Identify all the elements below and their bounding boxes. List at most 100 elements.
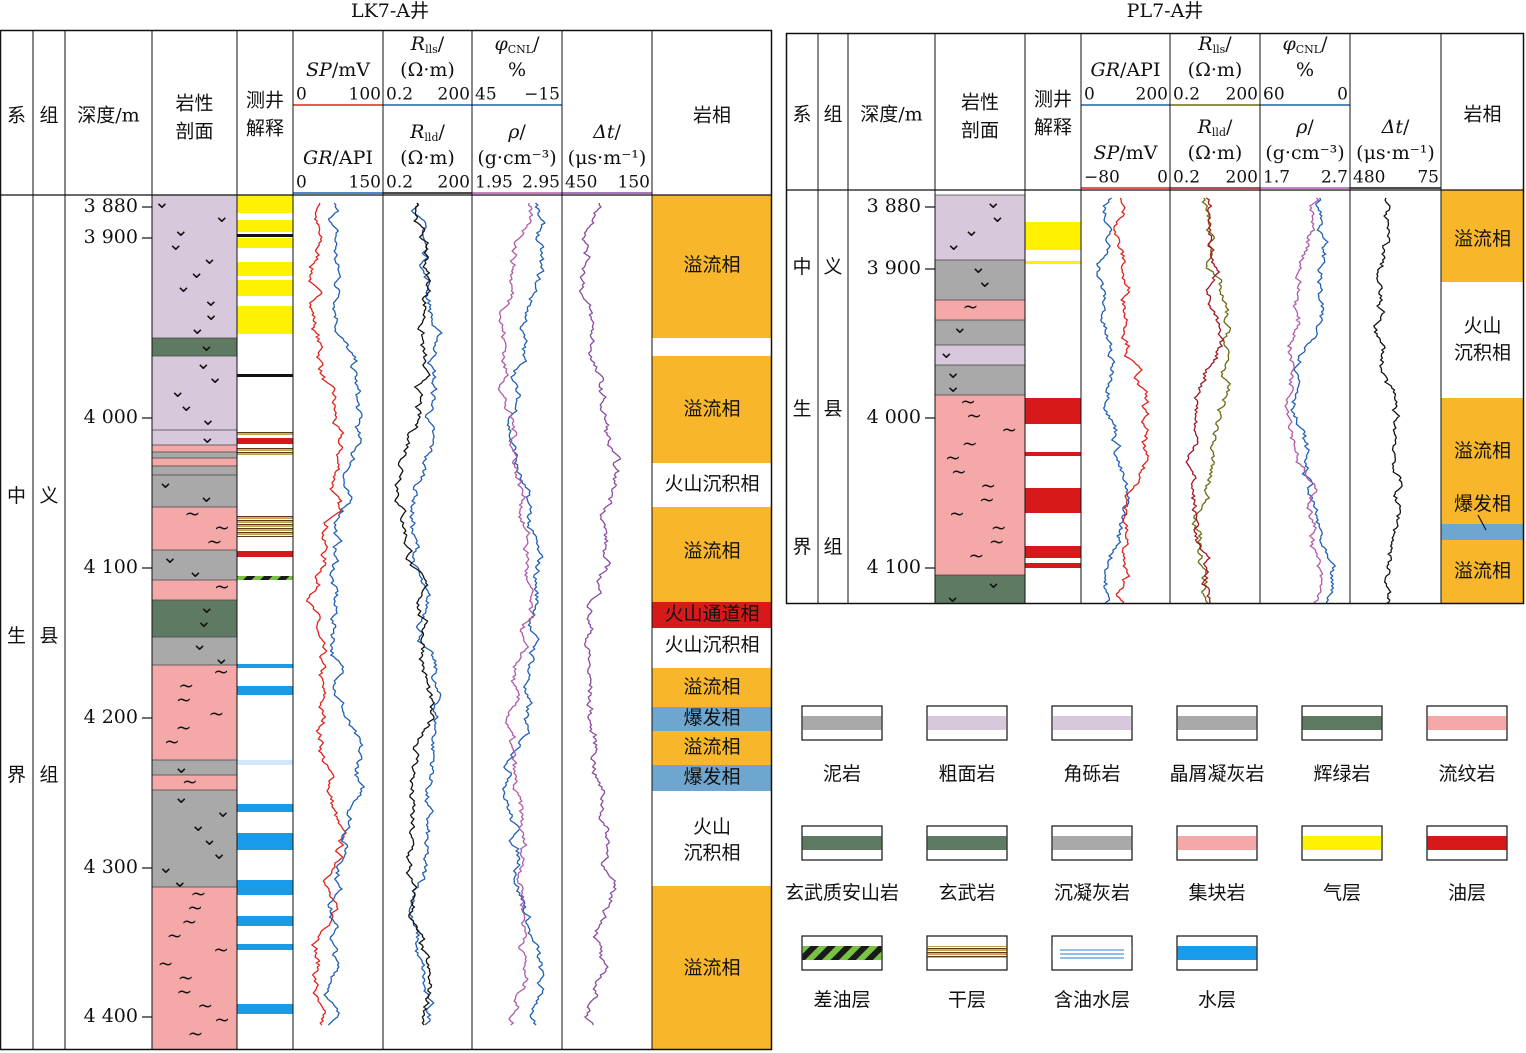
lithology-symbol: ~ <box>989 531 1005 553</box>
log-curve <box>1113 197 1150 605</box>
scale-min: 0 <box>1084 85 1095 105</box>
lithology-symbol: ~ <box>176 981 192 1003</box>
scale-min: 60 <box>1263 85 1285 105</box>
facies-band <box>652 628 772 660</box>
lithology-symbol: ~ <box>980 475 996 497</box>
facies-label: 溢流相 <box>683 254 740 276</box>
log-curve <box>1191 197 1232 605</box>
interpretation-band <box>237 238 293 248</box>
curve-unit: / <box>1307 116 1314 138</box>
lithology-symbol: ⌄ <box>178 394 194 416</box>
lithology-layer <box>935 345 1025 365</box>
lithology-symbol: ⌄ <box>158 471 174 493</box>
well-title: PL7-A井 <box>1127 0 1204 22</box>
scale-max: 75 <box>1417 168 1439 188</box>
scale-max: 200 <box>1136 85 1168 105</box>
legend-swatch <box>802 716 882 730</box>
lithology-symbol: ~ <box>213 661 229 683</box>
curve-name: φCNL/ <box>1282 33 1328 56</box>
scale-min: 450 <box>565 173 597 193</box>
legend-label: 粗面岩 <box>938 763 995 785</box>
lithology-symbol: ⌄ <box>970 256 986 278</box>
lithology-symbol: ⌄ <box>192 633 208 655</box>
lithology-symbol: ⌄ <box>977 270 993 292</box>
lithology-layer <box>152 887 237 1050</box>
log-curve <box>1096 197 1130 605</box>
curve-subscript: lls <box>425 43 438 56</box>
curve-unit: % <box>508 59 526 81</box>
curve-unit: / <box>1225 33 1232 55</box>
facies-label: 沉积相 <box>1454 342 1511 364</box>
lithology-layer <box>152 475 237 507</box>
lithology-symbol: ⌄ <box>938 341 954 363</box>
lithology-symbol: ~ <box>979 489 995 511</box>
lithology-symbol: ⌄ <box>158 856 174 878</box>
lithology-symbol: ⌄ <box>215 800 231 822</box>
facies-band <box>1441 540 1524 604</box>
scale-min: −80 <box>1084 168 1120 188</box>
group-label: 县 <box>823 398 842 420</box>
log-curve <box>1185 197 1225 605</box>
legend-swatch <box>1427 716 1507 730</box>
lithology-symbol: ⌄ <box>170 380 186 402</box>
lithology-layer <box>152 445 237 452</box>
lithology-symbol: ~ <box>945 447 961 469</box>
lithology-symbol: ~ <box>181 911 197 933</box>
lithology-symbol: ~ <box>176 689 192 711</box>
curve-unit: (g·cm⁻³) <box>1265 142 1344 164</box>
facies-band <box>652 602 772 628</box>
log-curve <box>323 202 366 1026</box>
lithology-symbol: ⌄ <box>196 610 212 632</box>
lithology-symbol: ~ <box>158 953 174 975</box>
lithology-symbol: ⌄ <box>945 361 961 383</box>
interpretation-band <box>1025 452 1081 456</box>
scale-min: 0.2 <box>1173 85 1200 105</box>
lithology-symbol: ⌄ <box>195 352 211 374</box>
lithology-symbol: ~ <box>214 576 230 598</box>
curve-symbol: GR <box>303 147 332 169</box>
log-curve <box>1372 197 1403 605</box>
lithology-symbol: ⌄ <box>214 205 230 227</box>
interpretation-band <box>237 1004 293 1014</box>
lithology-symbol: ⌄ <box>198 485 214 507</box>
curve-name: Rlls/ <box>410 33 445 56</box>
lithology-layer <box>152 458 237 466</box>
system-label: 中 <box>792 256 811 278</box>
facies-band <box>652 886 772 1050</box>
lithology-layer <box>935 575 1025 604</box>
legend-swatch <box>1177 836 1257 850</box>
legend-label: 气层 <box>1323 882 1361 904</box>
facies-band <box>652 507 772 602</box>
lithology-layer <box>935 300 1025 320</box>
interpretation-band <box>237 916 293 926</box>
group-label: 县 <box>39 625 58 647</box>
system-label: 界 <box>7 764 26 786</box>
interpretation-band <box>1025 222 1081 250</box>
lithology-symbol: ⌄ <box>985 191 1001 213</box>
lithology-symbol: ~ <box>962 433 978 455</box>
curve-unit: / <box>1321 33 1328 55</box>
facies-label: 火山沉积相 <box>664 634 759 656</box>
facies-label: 溢流相 <box>683 736 740 758</box>
group-label: 组 <box>823 536 842 558</box>
legend-label: 流纹岩 <box>1438 763 1495 785</box>
interpretation-band <box>237 833 293 850</box>
lithology-layer <box>935 320 1025 345</box>
system-label: 生 <box>792 398 811 420</box>
curve-name: Δt/ <box>1381 116 1410 138</box>
lithology-symbol: ~ <box>184 503 200 525</box>
lithology-symbol: ⌄ <box>945 375 961 397</box>
lithology-symbol: ⌄ <box>199 334 215 356</box>
lithology-symbol: ⌄ <box>203 303 219 325</box>
curve-unit: (Ω·m) <box>1188 142 1243 164</box>
lithology-layer <box>935 260 1025 300</box>
scale-max: 200 <box>1226 85 1258 105</box>
legend-label: 晶屑凝灰岩 <box>1169 763 1264 785</box>
depth-tick-label: 4 000 <box>84 406 138 428</box>
facies-label: 火山 <box>693 816 731 838</box>
header: 系 <box>792 104 811 126</box>
curve-subscript: lls <box>1213 43 1226 56</box>
interpretation-band <box>237 664 293 668</box>
header: 组 <box>823 104 842 126</box>
curve-unit: /API <box>1120 59 1160 81</box>
